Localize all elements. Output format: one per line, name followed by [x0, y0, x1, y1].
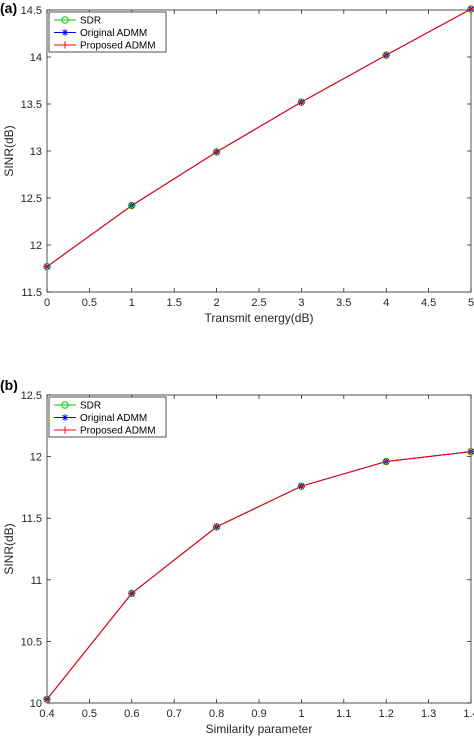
x-tick-label: 1.5 [167, 297, 182, 309]
y-tick-label: 13.5 [21, 99, 42, 111]
x-tick-label: 3.5 [336, 297, 351, 309]
y-tick-label: 12 [30, 240, 42, 252]
y-tick-label: 14 [30, 52, 42, 64]
plot-area [46, 9, 472, 293]
x-axis-title: Similarity parameter [206, 722, 313, 736]
data-point-series-3 [297, 482, 305, 490]
x-tick-label: 0.5 [82, 708, 97, 720]
plot-area [46, 394, 472, 704]
legend-entry: SDR [80, 16, 101, 27]
legend-entry: Original ADMM [80, 28, 147, 39]
series-line-3 [46, 8, 472, 268]
x-tick-label: 0 [44, 297, 50, 309]
legend-entry: Proposed ADMM [80, 41, 156, 52]
y-tick-label: 11 [31, 575, 42, 587]
y-tick-label: 14.5 [21, 5, 42, 17]
data-point-series-3 [213, 523, 221, 531]
legend-marker [61, 29, 69, 36]
x-tick-label: 0.5 [82, 297, 97, 309]
x-tick-label: 1.1 [336, 708, 351, 720]
x-tick-label: 0.9 [251, 708, 266, 720]
y-axis-title: SINR(dB) [2, 523, 16, 574]
legend-marker [61, 16, 69, 24]
legend-entry: Original ADMM [80, 413, 147, 424]
x-tick-label: 0.7 [167, 708, 182, 720]
x-tick-label: 1.4 [463, 708, 474, 720]
x-tick-label: 0.8 [209, 708, 224, 720]
legend-entry: Proposed ADMM [80, 426, 156, 437]
y-axis-title: SINR(dB) [2, 125, 16, 176]
x-tick-label: 4.5 [421, 297, 436, 309]
data-point-series-3 [128, 589, 136, 597]
y-tick-label: 10 [30, 698, 42, 710]
legend-marker [61, 401, 69, 409]
legend-entry: SDR [80, 401, 101, 412]
x-tick-label: 2 [214, 297, 220, 309]
data-point-series-3 [43, 695, 51, 703]
x-tick-label: 1 [129, 297, 135, 309]
y-tick-label: 10.5 [21, 636, 42, 648]
y-tick-label: 12.5 [21, 193, 42, 205]
data-point-series-3 [382, 51, 390, 59]
chart-panel-b: (b) 0.4 0.5 0.6 0.7 0.8 0.9 1 1.1 1.2 1.3 1.4 10 10.5… [0, 377, 474, 736]
x-tick-label: 1 [298, 708, 304, 720]
y-tick-label: 11.5 [21, 513, 42, 525]
legend-marker [61, 426, 69, 434]
x-axis-title: Transmit energy(dB) [205, 311, 314, 325]
legend-marker [61, 41, 69, 49]
x-tick-label: 3 [298, 297, 304, 309]
x-tick-label: 0.6 [124, 708, 139, 720]
panel-label: (b) [0, 377, 18, 393]
y-tick-label: 12 [30, 452, 42, 464]
panel-label: (a) [0, 0, 17, 16]
x-tick-label: 4 [383, 297, 389, 309]
x-tick-label: 1.2 [379, 708, 394, 720]
series-line-3 [46, 451, 472, 700]
x-tick-label: 1.3 [421, 708, 436, 720]
data-point-series-3 [213, 148, 221, 156]
y-tick-label: 11.5 [21, 287, 42, 299]
data-point-series-3 [467, 448, 474, 456]
y-tick-label: 13 [30, 146, 42, 158]
data-point-series-3 [128, 201, 136, 210]
legend-marker [61, 414, 69, 421]
x-tick-label: 0.4 [39, 708, 54, 720]
chart-panel-a: (a)0 0.5 1 1.5 2 2.5 3 3.5 4 4.5 511.51212.51313.5… [0, 0, 474, 325]
data-point-series-3 [297, 98, 305, 106]
x-tick-label: 5 [468, 297, 474, 309]
data-point-series-3 [43, 263, 51, 271]
data-point-series-3 [382, 457, 390, 466]
y-tick-label: 12.5 [21, 390, 42, 402]
data-point-series-3 [467, 5, 474, 13]
x-tick-label: 2.5 [251, 297, 266, 309]
